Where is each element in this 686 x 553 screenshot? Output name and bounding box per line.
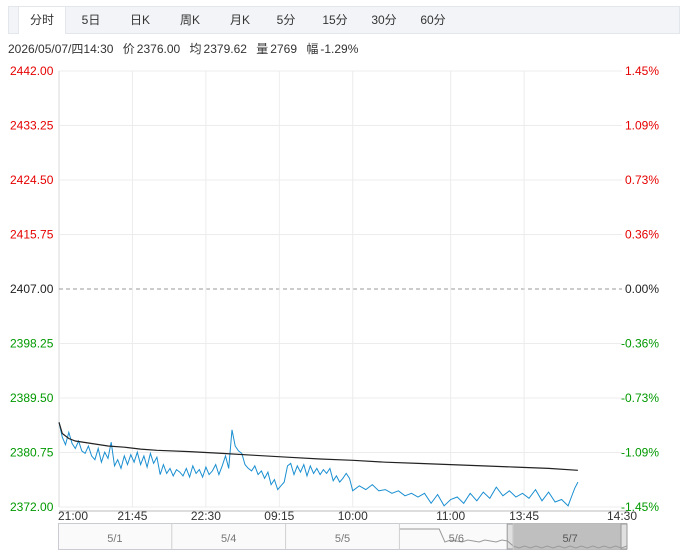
- tab-6[interactable]: 15分: [322, 13, 348, 27]
- y-tick-label: 2398.25: [10, 337, 54, 351]
- pct-tick-label: -0.73%: [621, 391, 659, 405]
- tab-0[interactable]: 分时: [18, 6, 66, 34]
- x-tick-label: 14:30: [607, 509, 637, 523]
- pct-tick-label: 0.00%: [625, 282, 659, 296]
- tab-5[interactable]: 5分: [276, 13, 296, 27]
- info-volume-label: 量: [256, 42, 269, 56]
- y-tick-label: 2407.00: [10, 282, 54, 296]
- x-tick-label: 22:30: [191, 509, 221, 523]
- pct-tick-label: 1.45%: [625, 64, 659, 78]
- tab-7[interactable]: 30分: [371, 13, 397, 27]
- pct-tick-label: -1.45%: [621, 500, 659, 514]
- tab-2[interactable]: 日K: [129, 13, 150, 27]
- pct-tick-label: 1.09%: [625, 119, 659, 133]
- y-tick-label: 2372.00: [10, 500, 54, 514]
- price-line: [58, 422, 579, 507]
- y-tick-label: 2415.75: [10, 228, 54, 242]
- pct-tick-label: -1.09%: [621, 446, 659, 460]
- y-tick-label: 2389.50: [10, 391, 54, 405]
- info-avg: 2379.62: [203, 42, 247, 56]
- x-tick-label: 11:00: [436, 509, 465, 523]
- pct-tick-label: 0.73%: [625, 173, 659, 187]
- y-tick-label: 2424.50: [10, 173, 54, 187]
- y-tick-label: 2433.25: [10, 119, 54, 133]
- period-tab-bar: [8, 6, 680, 34]
- date-navigator[interactable]: [58, 523, 627, 550]
- y-tick-label: 2442.00: [10, 64, 54, 78]
- quote-info-line: 2026/05/07/四14:30 价 2376.00 均 2379.62 量 276…: [8, 40, 364, 57]
- info-price: 2376.00: [136, 42, 181, 56]
- tab-8[interactable]: 60分: [420, 13, 446, 27]
- info-datetime: 2026/05/07/四14:30: [8, 42, 114, 56]
- info-change-label: 幅: [306, 42, 319, 56]
- tab-1[interactable]: 5日: [81, 13, 101, 27]
- x-tick-label: 21:00: [58, 509, 88, 523]
- x-tick-label: 10:00: [338, 509, 368, 523]
- pct-tick-label: -0.36%: [621, 337, 659, 351]
- info-avg-label: 均: [189, 42, 202, 56]
- x-tick-label: 21:45: [117, 509, 147, 523]
- x-tick-label: 13:45: [509, 509, 539, 523]
- info-price-label: 价: [122, 42, 135, 56]
- average-price-line: [58, 422, 578, 471]
- tab-4[interactable]: 月K: [229, 13, 250, 27]
- pct-tick-label: 0.36%: [625, 228, 659, 242]
- info-volume: 2769: [270, 42, 297, 56]
- tab-3[interactable]: 周K: [179, 13, 200, 27]
- x-tick-label: 09:15: [264, 509, 294, 523]
- info-change: -1.29%: [320, 42, 359, 56]
- y-tick-label: 2380.75: [10, 446, 54, 460]
